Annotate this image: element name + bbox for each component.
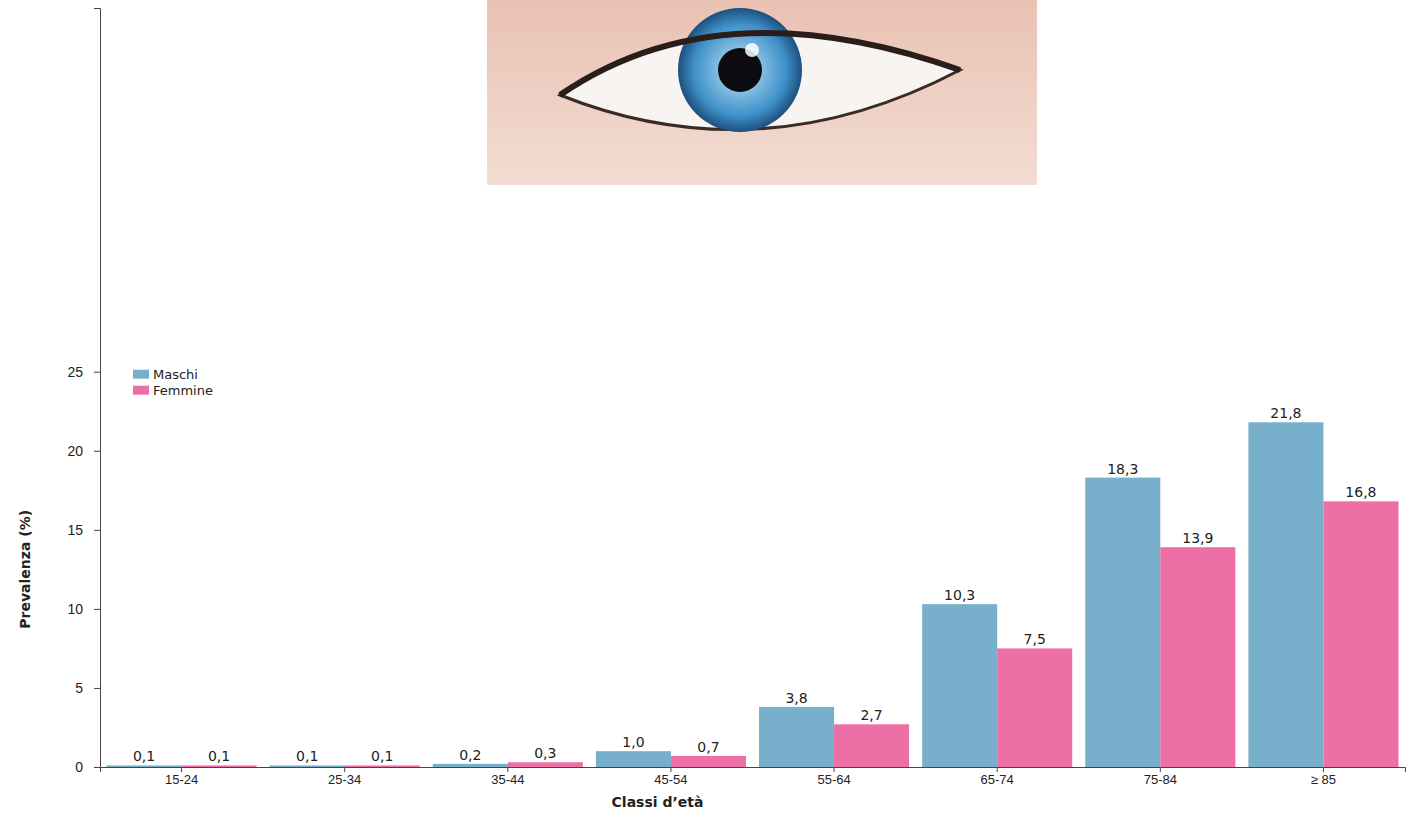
x-tick-label: ≥ 85 [1311,772,1336,787]
data-label: 0,2 [459,747,481,763]
x-axis-line [101,768,1406,773]
bar [834,724,909,767]
bar [1085,478,1160,767]
y-tick-mark [94,372,100,373]
x-tick-label: 35-44 [491,772,524,787]
bar [1323,501,1398,767]
eye-skin [487,0,1037,185]
bar [922,604,997,767]
eye-highlight [745,43,759,57]
y-axis-title: Prevalenza (%) [17,510,33,629]
y-tick-label: 20 [67,443,83,459]
y-tick-mark [94,767,100,768]
data-label: 7,5 [1024,631,1046,647]
x-tick: 35-44 [491,767,524,787]
y-tick: 5 [75,680,100,696]
x-tick-label: 75-84 [1144,772,1177,787]
bar [107,765,182,767]
x-tick-label: 45-54 [654,772,687,787]
eye-iris [678,8,802,132]
data-label: 3,8 [785,690,807,706]
data-label: 21,8 [1270,405,1301,421]
x-tick-label: 55-64 [817,772,850,787]
data-label: 0,3 [534,745,556,761]
bar [345,765,420,767]
eye-lid [560,33,960,95]
y-tick-mark [94,609,100,610]
bar [997,648,1072,767]
data-label: 18,3 [1107,461,1138,477]
x-axis: 15-24 25-34 35-44 45-54 55-64 65-74 75-84 ≥ 85 [101,767,1406,787]
data-label: 2,7 [860,707,882,723]
x-tick-label: 65-74 [981,772,1014,787]
bar [182,765,257,767]
x-tick: 25-34 [328,767,361,787]
y-axis-line [94,9,101,768]
data-label: 0,1 [296,748,318,764]
bar [759,707,834,767]
bar [508,762,583,767]
data-labels: 0,1 0,1 0,2 1,0 3,8 10,3 18,3 21,8 0,1 0,1 0,3 0,7 2… [133,405,1377,764]
bar [433,764,508,767]
data-label: 0,7 [697,739,719,755]
chart-svg: 0,1 0,1 0,2 1,0 3,8 10,3 18,3 21,8 0,1 0,1 0,3 0,7 2… [0,0,1418,817]
x-tick: 65-74 [981,767,1014,787]
x-tick-label: 15-24 [165,772,198,787]
y-tick-mark [94,530,100,531]
y-tick-label: 5 [75,680,83,696]
x-tick: ≥ 85 [1311,767,1336,787]
bar [1248,422,1323,767]
data-label: 0,1 [371,748,393,764]
data-label: 13,9 [1182,530,1213,546]
bar [270,765,345,767]
y-tick-label: 0 [75,759,83,775]
y-tick: 20 [67,443,100,459]
eye-image [487,0,1037,185]
legend-swatch [133,386,149,395]
y-tick-label: 10 [67,601,83,617]
y-tick: 0 [75,759,100,775]
x-tick: 45-54 [654,767,687,787]
data-label: 1,0 [622,734,644,750]
legend: MaschiFemmine [133,367,213,398]
legend-item: Femmine [133,383,213,398]
data-label: 0,1 [133,748,155,764]
legend-item: Maschi [133,367,198,382]
y-axis: 0 5 10 15 20 25 [67,9,100,775]
y-tick: 10 [67,601,100,617]
plot: 0,1 0,1 0,2 1,0 3,8 10,3 18,3 21,8 0,1 0,1 0,3 0,7 2… [67,9,1405,788]
bar [671,756,746,767]
y-tick-mark [94,451,100,452]
legend-swatch [133,370,149,379]
y-tick-mark [94,688,100,689]
x-axis-title: Classi d’età [612,794,704,810]
x-tick: 75-84 [1144,767,1177,787]
legend-label: Femmine [153,383,213,398]
bar [596,751,671,767]
x-tick-label: 25-34 [328,772,361,787]
y-tick-label: 25 [67,364,83,380]
y-tick: 25 [67,364,100,380]
data-label: 10,3 [944,587,975,603]
x-tick: 15-24 [165,767,198,787]
bar [1160,547,1235,767]
bars [107,422,1399,767]
legend-label: Maschi [153,367,198,382]
data-label: 16,8 [1345,484,1376,500]
y-tick: 15 [67,522,100,538]
x-tick: 55-64 [817,767,850,787]
data-label: 0,1 [208,748,230,764]
y-tick-label: 15 [67,522,83,538]
